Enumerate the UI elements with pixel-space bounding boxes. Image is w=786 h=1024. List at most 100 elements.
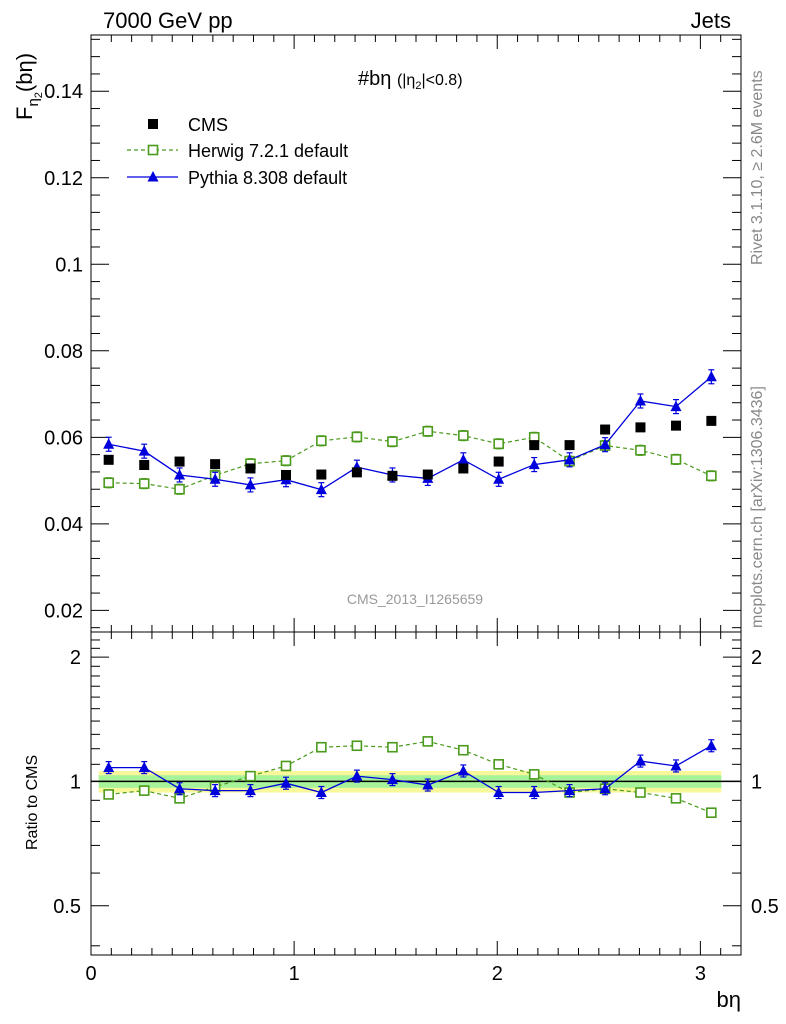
pythia-point: [315, 483, 327, 495]
cms-point: [210, 459, 221, 470]
pythia-point: [670, 400, 682, 412]
ratio-herwig-point: [387, 741, 398, 753]
herwig-point: [103, 477, 114, 489]
cms-point: [422, 469, 433, 480]
legend-label: Herwig 7.2.1 default: [188, 141, 348, 161]
legend-pythia-marker: [147, 171, 159, 182]
ratio-herwig-point: [493, 759, 504, 770]
pythia-point: [634, 394, 646, 406]
watermark: CMS_2013_I1265659: [347, 591, 483, 607]
herwig-line: [108, 430, 712, 490]
main-y-axis-label: Fη2(bη): [12, 53, 45, 120]
legend-herwig-marker: [147, 144, 159, 156]
cms-point: [493, 456, 504, 467]
x-tick-label: 2: [492, 963, 503, 985]
ratio-pythia-point: [457, 764, 469, 776]
ratio-pythia-point: [599, 782, 611, 794]
cms-point: [387, 470, 398, 481]
herwig-point: [174, 483, 185, 495]
cms-point: [706, 415, 717, 426]
main-y-tick-label: 0.02: [44, 600, 83, 622]
ratio-herwig-point: [138, 785, 150, 796]
pythia-point: [138, 445, 150, 456]
main-y-tick-label: 0.1: [55, 254, 83, 276]
herwig-point: [280, 455, 292, 466]
plot-label: #bη (|η2|<0.8): [358, 68, 463, 92]
ratio-pythia-point: [315, 786, 327, 798]
ratio-y-tick-label-right: 2: [751, 647, 762, 669]
ratio-pythia-point: [564, 784, 576, 796]
pythia-point: [599, 438, 611, 450]
ratio-pythia-point: [351, 770, 363, 781]
cms-point: [103, 454, 114, 465]
pythia-point: [174, 468, 186, 480]
ratio-herwig-point: [706, 807, 717, 818]
ratio-herwig-point: [351, 740, 363, 752]
pythia-point: [209, 473, 221, 484]
herwig-point: [316, 435, 327, 447]
rivet-side-text: Rivet 3.1.10, ≥ 2.6M events: [749, 70, 766, 265]
ratio-pythia-point: [244, 784, 256, 796]
ratio-pythia-line: [108, 745, 712, 794]
ratio-panel: 0 1 2 3 0.5 0.5 1 1 2 2: [53, 631, 779, 985]
ratio-pythia-point: [634, 755, 646, 766]
ratio-pythia-point: [493, 786, 505, 798]
ratio-pythia-point: [174, 782, 186, 794]
cms-point: [458, 463, 469, 474]
ratio-pythia-point: [422, 779, 434, 790]
ratio-pythia-point: [103, 761, 115, 773]
pythia-point: [244, 478, 256, 490]
main-y-tick-label: 0.08: [44, 341, 83, 363]
herwig-point: [670, 454, 682, 465]
x-axis-label: bη: [717, 987, 741, 1012]
ratio-pythia-point: [705, 739, 717, 751]
ratio-herwig-point: [316, 741, 327, 753]
cms-point: [316, 469, 327, 480]
ratio-herwig-point: [635, 787, 646, 798]
pythia-point: [564, 453, 576, 465]
ratio-pythia-point: [670, 759, 682, 771]
cms-point: [281, 469, 291, 480]
main-y-tick-label: 0.14: [44, 81, 83, 103]
ratio-pythia-point: [528, 786, 540, 798]
ratio-pythia-point: [280, 777, 292, 788]
main-y-tick-label: 0.04: [44, 514, 83, 536]
herwig-point: [706, 470, 717, 482]
ratio-y-tick-label: 1: [70, 771, 81, 793]
cms-point: [139, 460, 150, 471]
herwig-point: [493, 438, 504, 450]
ratio-y-tick-label-right: 0.5: [751, 896, 779, 918]
legend: CMS Herwig 7.2.1 default Pythia 8.308 defa…: [127, 115, 348, 188]
legend-label: CMS: [188, 115, 228, 135]
header-right: Jets: [691, 8, 731, 33]
x-tick-label: 1: [289, 963, 300, 985]
ratio-pythia-point: [386, 773, 398, 785]
cms-point: [564, 440, 575, 451]
ratio-herwig-point: [280, 760, 292, 772]
ratio-herwig-point: [670, 793, 682, 804]
pythia-point: [457, 453, 469, 465]
ratio-pythia-point: [138, 761, 150, 773]
cms-point: [529, 440, 540, 451]
pythia-line: [108, 376, 712, 491]
main-panel: 0.02 0.04 0.06 0.08 0.1 0.12 0.14: [44, 34, 742, 633]
cms-point: [600, 424, 611, 435]
herwig-point: [138, 478, 150, 489]
cms-point: [671, 420, 681, 431]
header-left: 7000 GeV pp: [103, 8, 233, 33]
x-tick-label: 3: [695, 963, 706, 985]
main-y-tick-label: 0.12: [44, 168, 83, 190]
cms-point: [635, 422, 646, 433]
legend-cms-marker: [148, 119, 158, 129]
pythia-point: [528, 458, 540, 470]
cms-point: [245, 463, 256, 474]
ratio-herwig-point: [458, 744, 469, 756]
herwig-point: [422, 425, 434, 437]
ratio-herwig-point: [245, 770, 256, 782]
mcplots-side-text: mcplots.cern.ch [arXiv:1306.3436]: [749, 386, 766, 628]
main-y-tick-label: 0.06: [44, 427, 83, 449]
ratio-y-tick-label: 2: [70, 647, 81, 669]
ratio-y-axis-label: Ratio to CMS: [24, 755, 41, 850]
herwig-point: [458, 430, 469, 441]
